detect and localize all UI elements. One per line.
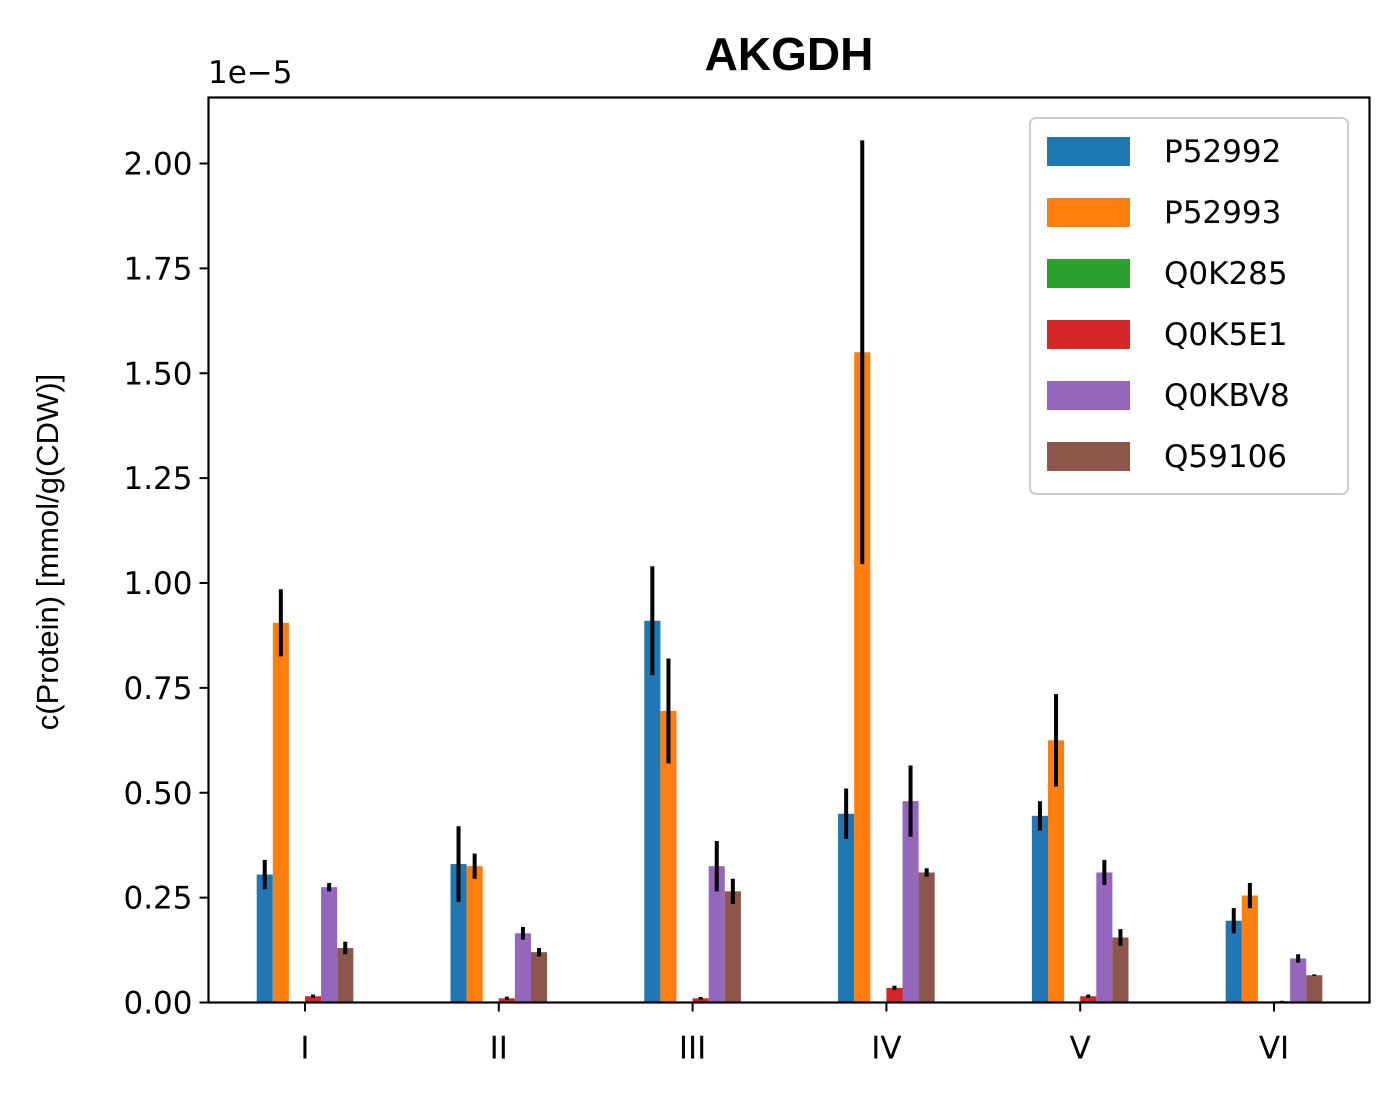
bar-p52993-iv xyxy=(854,352,871,1003)
legend-swatch-q0kbv8 xyxy=(1047,381,1130,410)
bar-q59106-iv xyxy=(918,872,935,1003)
bar-q59106-ii xyxy=(531,952,548,1003)
bar-q0kbv8-vi xyxy=(1290,958,1307,1003)
bar-p52993-ii xyxy=(466,866,483,1003)
y-tick-label: 2.00 xyxy=(123,147,192,183)
x-tick-label: II xyxy=(490,1031,508,1067)
legend-label-q0k285: Q0K285 xyxy=(1164,256,1288,292)
bar-q0kbv8-iii xyxy=(708,866,725,1003)
x-tick-label: IV xyxy=(871,1031,901,1067)
legend-swatch-q0k5e1 xyxy=(1047,320,1130,349)
plot-frame xyxy=(207,96,1371,1004)
y-tick-label: 0.50 xyxy=(123,776,192,812)
legend-label-p52992: P52992 xyxy=(1164,134,1281,170)
error-bars xyxy=(262,140,1317,1002)
x-tick-label: V xyxy=(1070,1031,1091,1067)
legend-box xyxy=(1029,117,1349,495)
bar-p52992-vi xyxy=(1225,920,1242,1003)
bar-q59106-iii xyxy=(724,891,741,1003)
bar-q59106-v xyxy=(1112,937,1129,1003)
bar-p52993-iii xyxy=(660,710,677,1003)
legend-swatch-p52992 xyxy=(1047,137,1130,166)
bar-p52992-v xyxy=(1031,815,1048,1003)
x-tick-label: III xyxy=(679,1031,706,1067)
bar-p52993-v xyxy=(1048,740,1065,1003)
bar-p52992-ii xyxy=(450,864,467,1003)
legend: P52992 P52993 Q0K285 Q0K5E1 Q0KBV8 Q59106 xyxy=(1029,117,1349,495)
chart-title: AKGDH xyxy=(705,28,874,80)
legend-label-q59106: Q59106 xyxy=(1164,439,1287,475)
bar-q0k5e1-iv xyxy=(886,987,903,1003)
bar-q0kbv8-v xyxy=(1096,872,1113,1003)
bar-q59106-vi xyxy=(1306,975,1323,1003)
bar-q59106-i xyxy=(337,947,354,1003)
bar-p52992-iii xyxy=(644,620,661,1003)
legend-label-p52993: P52993 xyxy=(1164,195,1281,231)
bar-q0k5e1-iii xyxy=(692,998,709,1003)
y-tick-label: 1.50 xyxy=(123,356,192,392)
legend-swatch-q0k285 xyxy=(1047,259,1130,288)
legend-swatch-q59106 xyxy=(1047,442,1130,471)
bar-p52992-i xyxy=(256,874,273,1003)
bar-q0kbv8-ii xyxy=(514,933,531,1003)
bar-p52993-i xyxy=(272,622,289,1003)
legend-label-q0k5e1: Q0K5E1 xyxy=(1164,317,1288,353)
bar-q0k5e1-i xyxy=(305,996,322,1003)
y-tick-label: 0.00 xyxy=(123,986,192,1022)
x-tick-label: VI xyxy=(1259,1031,1289,1067)
legend-label-q0kbv8: Q0KBV8 xyxy=(1164,378,1290,414)
y-tick-label: 0.25 xyxy=(123,881,192,917)
legend-swatch-p52993 xyxy=(1047,198,1130,227)
x-tick-label: I xyxy=(300,1031,309,1067)
y-tick-label: 1.25 xyxy=(123,461,192,497)
bar-q0kbv8-iv xyxy=(902,801,919,1003)
y-tick-label: 1.75 xyxy=(123,251,192,287)
y-tick-label: 1.00 xyxy=(123,566,192,602)
y-axis-offset-label: 1e−5 xyxy=(208,55,293,91)
x-axis: I II III IV V VI xyxy=(300,1002,1289,1067)
y-axis-label: c(Protein) [mmol/g(CDW)] xyxy=(30,374,65,731)
bar-series xyxy=(256,352,1323,1003)
bar-p52992-iv xyxy=(838,813,855,1003)
bar-q0k5e1-v xyxy=(1080,996,1097,1003)
bar-p52993-vi xyxy=(1241,895,1258,1003)
bar-q0kbv8-i xyxy=(321,887,338,1003)
bar-q0k5e1-ii xyxy=(498,998,515,1003)
y-tick-label: 0.75 xyxy=(123,671,192,707)
y-axis: 0.00 0.25 0.50 0.75 1.00 1.25 1.50 1.75 2.00 xyxy=(123,147,209,1022)
